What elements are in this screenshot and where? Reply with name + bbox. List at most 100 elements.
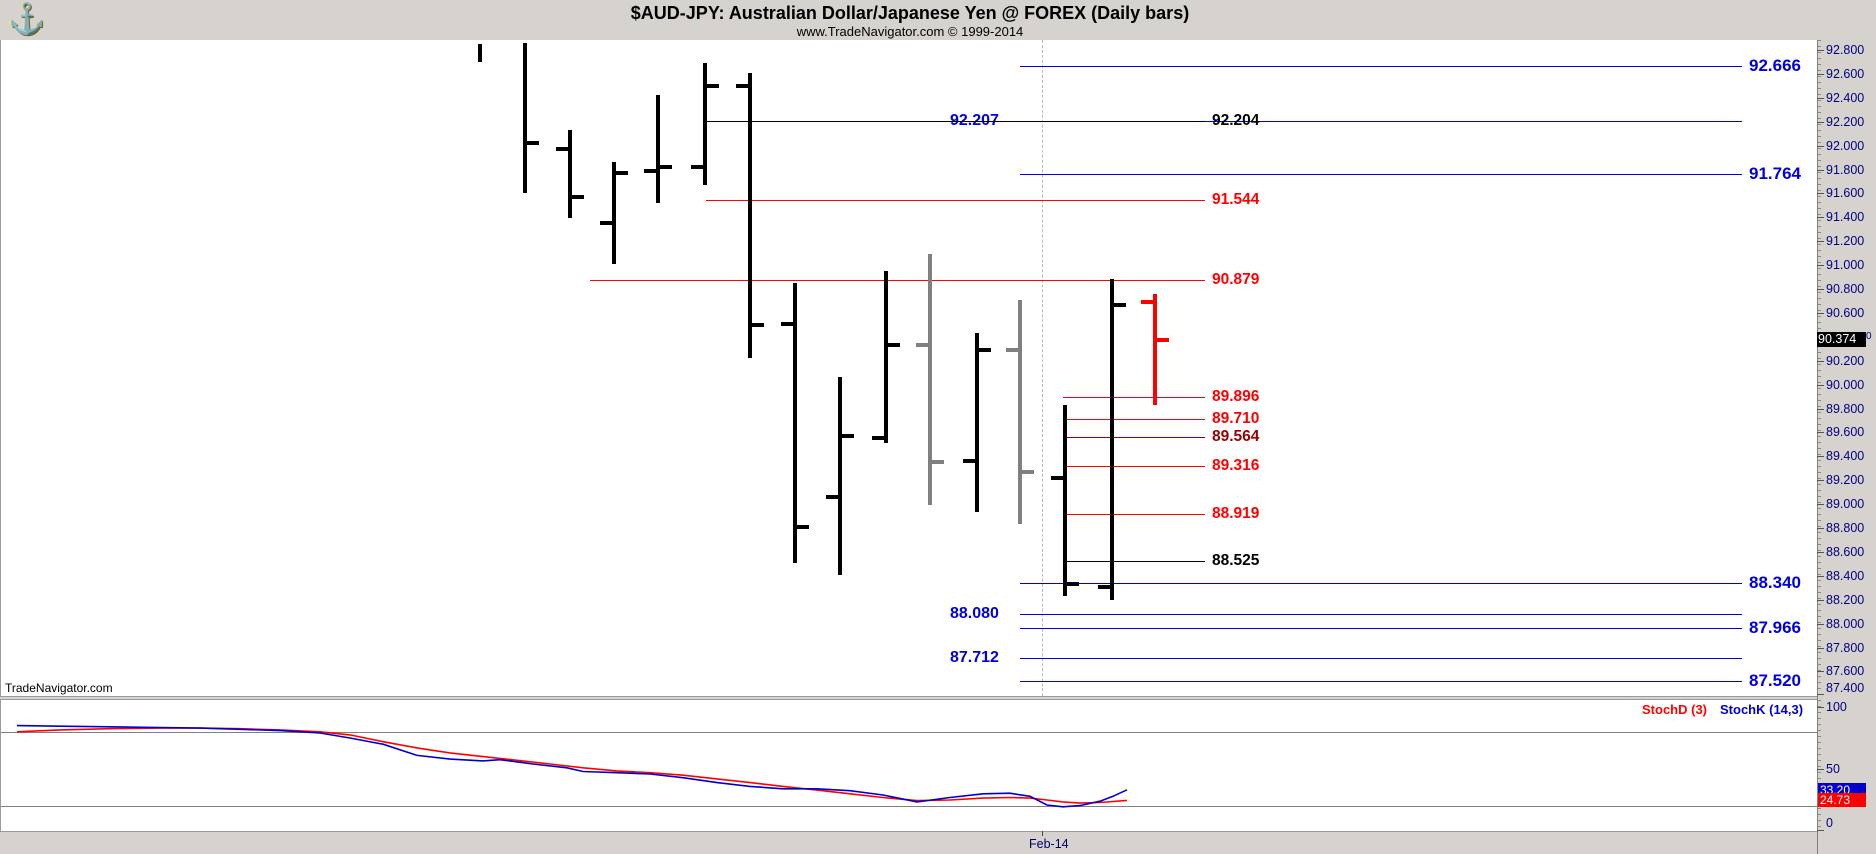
ohlc-close-tick [797, 524, 809, 529]
price-level-label: 88.525 [1212, 552, 1260, 569]
ohlc-close-tick [1157, 337, 1169, 342]
price-axis-label: 91.400 [1826, 210, 1865, 225]
price-level-label: 89.316 [1212, 457, 1260, 474]
ohlc-close-tick [707, 83, 719, 88]
ohlc-open-tick [916, 343, 928, 348]
trade-navigator-logo-icon: ⚓ [8, 3, 46, 36]
ohlc-close-tick [1114, 302, 1126, 307]
stochk-legend-label[interactable]: StochK (14,3) [1720, 702, 1804, 717]
price-axis-label: 89.600 [1826, 425, 1865, 440]
price-axis-label: 91.000 [1826, 258, 1865, 273]
ohlc-open-tick [963, 459, 975, 464]
ohlc-close-tick [979, 347, 991, 352]
price-level-line [1020, 66, 1742, 67]
ohlc-bar [523, 42, 527, 194]
price-level-label: 88.080 [950, 605, 999, 622]
price-level-label: 92.207 [950, 112, 999, 129]
price-axis-label: 88.000 [1826, 616, 1865, 631]
price-axis-label: 89.400 [1826, 449, 1865, 464]
ohlc-open-tick [781, 321, 793, 326]
current-price-sup-digit: 0 [1866, 330, 1872, 342]
panel-separator[interactable] [0, 696, 1817, 700]
price-axis-tick [1817, 146, 1824, 147]
price-axis-minor-ticks [1817, 40, 1821, 696]
stoch-k-line [16, 724, 1128, 808]
ohlc-close-tick [572, 194, 584, 199]
price-level-label: 87.966 [1749, 618, 1801, 637]
price-axis-label: 91.200 [1826, 234, 1865, 249]
price-axis-tick [1817, 217, 1824, 218]
price-axis-label: 92.400 [1826, 90, 1865, 105]
price-level-line [1020, 174, 1742, 175]
price-axis-tick [1817, 170, 1824, 171]
price-axis-tick [1817, 600, 1824, 601]
ohlc-close-tick [527, 141, 539, 146]
price-level-label: 89.896 [1212, 388, 1260, 405]
ohlc-open-tick [736, 83, 748, 88]
price-level-line [1063, 437, 1205, 438]
price-axis-label: 87.600 [1826, 664, 1865, 679]
watermark: TradeNavigator.com [5, 681, 113, 695]
price-level-line [1063, 561, 1205, 562]
ohlc-open-tick [600, 221, 612, 226]
price-axis-label: 89.000 [1826, 497, 1865, 512]
price-level-label: 88.340 [1749, 573, 1801, 592]
price-level-line [955, 121, 1742, 122]
price-axis-tick [1817, 504, 1824, 505]
price-axis-label: 92.800 [1826, 43, 1865, 57]
price-level-line [706, 200, 1205, 201]
ohlc-close-tick [1022, 469, 1034, 474]
ohlc-bar [793, 283, 797, 563]
stochastic-panel[interactable] [0, 700, 1818, 832]
price-level-line [1020, 614, 1742, 615]
price-axis-tick [1817, 576, 1824, 577]
price-level-line [1020, 658, 1742, 659]
price-level-line [1063, 514, 1205, 515]
ohlc-bar [1018, 299, 1022, 525]
price-level-label: 92.666 [1749, 56, 1801, 75]
price-level-label: 88.919 [1212, 505, 1260, 522]
price-axis-tick [1817, 528, 1824, 529]
price-axis-tick [1817, 122, 1824, 123]
stochd-legend-label[interactable]: StochD (3) [1642, 702, 1707, 717]
price-axis-label: 87.800 [1826, 640, 1865, 655]
ohlc-open-tick [1006, 347, 1018, 352]
price-axis-tick [1817, 624, 1824, 625]
ohlc-open-tick [644, 168, 656, 173]
price-axis-tick [1817, 456, 1824, 457]
stoch-grid-line [1, 732, 1817, 733]
ohlc-bar [975, 333, 979, 513]
ohlc-close-tick [842, 433, 854, 438]
date-axis[interactable] [0, 832, 1817, 854]
price-level-line [703, 121, 1205, 122]
price-plot-area[interactable] [0, 40, 1818, 696]
price-level-line [1020, 681, 1742, 682]
price-axis-label: 92.200 [1826, 114, 1865, 129]
current-ohlc-bar [1153, 293, 1157, 405]
price-level-label: 89.710 [1212, 410, 1260, 427]
ohlc-bar [478, 44, 482, 62]
price-axis-label: 87.400 [1826, 681, 1865, 695]
price-axis-tick [1817, 694, 1824, 695]
price-axis-tick [1817, 552, 1824, 553]
ohlc-close-tick [932, 460, 944, 465]
ohlc-open-tick [691, 165, 703, 170]
stoch-lines [16, 724, 1128, 808]
price-axis-label: 89.800 [1826, 401, 1865, 416]
chart-title: $AUD-JPY: Australian Dollar/Japanese Yen… [630, 3, 1190, 23]
ohlc-bar [612, 162, 616, 264]
price-level-label: 89.564 [1212, 428, 1260, 445]
price-axis-tick [1817, 480, 1824, 481]
stoch-axis-label: 100 [1826, 700, 1847, 714]
price-level-line [1063, 397, 1205, 398]
price-axis[interactable] [1817, 40, 1876, 854]
stoch-d-value-box: 24.73 [1818, 793, 1866, 808]
ohlc-bar [1110, 279, 1114, 600]
stoch-axis-label: 0 [1826, 816, 1833, 830]
price-axis-tick [1817, 409, 1824, 410]
ohlc-close-tick [752, 322, 764, 327]
price-level-label: 91.764 [1749, 164, 1801, 183]
price-level-label: 87.520 [1749, 671, 1801, 690]
price-axis-label: 92.600 [1826, 66, 1865, 81]
ohlc-bar [748, 72, 752, 359]
